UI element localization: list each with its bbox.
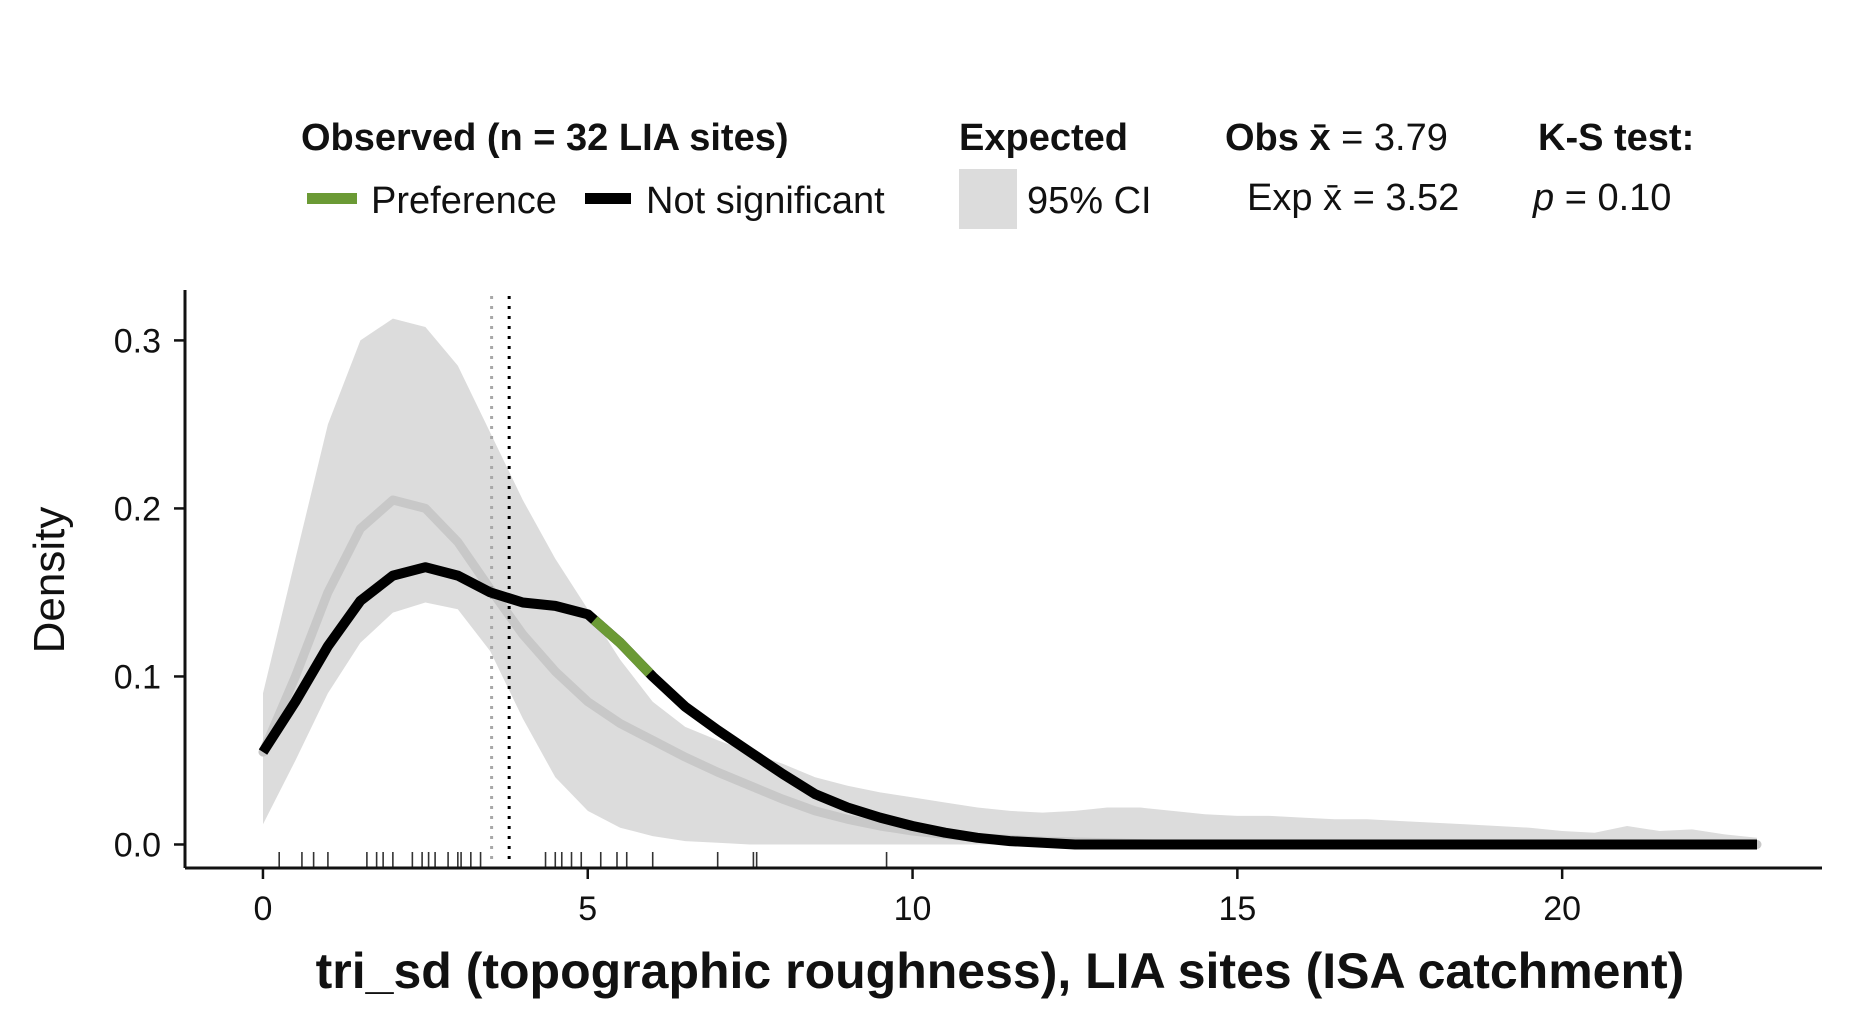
legend-expected-title: Expected: [959, 117, 1128, 159]
legend-obs-mean-symbol: x̄: [1309, 117, 1330, 159]
y-axis-title: Density: [25, 507, 74, 654]
y-tick-label: 0.0: [114, 826, 161, 864]
observed-line: [258, 562, 1757, 850]
rug-layer: [278, 852, 888, 867]
legend: Observed (n = 32 LIA sites) Preference N…: [301, 117, 1694, 229]
y-tick-label: 0.1: [114, 658, 161, 696]
legend-not-significant-label: Not significant: [646, 180, 885, 222]
x-tick-label: 10: [894, 890, 932, 928]
legend-obs-mean-value: = 3.79: [1331, 117, 1448, 159]
legend-exp-mean-value: = 3.52: [1342, 177, 1459, 219]
axes: 0.0 0.1 0.2 0.3 0 5 10 15 20: [114, 290, 1822, 928]
legend-exp-mean-prefix: Exp: [1247, 177, 1323, 219]
legend-ks-p-symbol: p: [1532, 177, 1554, 219]
series-layer: [258, 296, 1762, 866]
x-tick-label: 15: [1218, 890, 1256, 928]
ci-band-layer: [263, 318, 1757, 845]
legend-ci-swatch: [959, 169, 1017, 229]
x-tick-label: 5: [578, 890, 597, 928]
legend-exp-mean: Exp x̄ = 3.52: [1247, 177, 1459, 219]
legend-ks-p-value: = 0.10: [1554, 177, 1671, 219]
x-tick-label: 0: [253, 890, 272, 928]
legend-ci-label: 95% CI: [1027, 180, 1152, 222]
legend-exp-mean-symbol: x̄: [1323, 177, 1342, 219]
legend-observed-title: Observed (n = 32 LIA sites): [301, 117, 789, 159]
legend-obs-mean: Obs x̄ = 3.79: [1225, 117, 1448, 159]
legend-ks-title: K-S test:: [1538, 117, 1694, 159]
preference-segment: [590, 616, 654, 677]
x-axis-title: tri_sd (topographic roughness), LIA site…: [316, 943, 1685, 999]
legend-preference-label: Preference: [371, 180, 557, 222]
x-tick-label: 20: [1543, 890, 1581, 928]
legend-not-significant-swatch: [585, 193, 631, 204]
legend-preference-swatch: [307, 193, 357, 204]
ci-band: [263, 318, 1757, 845]
y-tick-label: 0.2: [114, 490, 161, 528]
legend-obs-mean-prefix: Obs: [1225, 117, 1309, 159]
y-tick-label: 0.3: [114, 322, 161, 360]
legend-ks-p: p = 0.10: [1532, 177, 1671, 219]
